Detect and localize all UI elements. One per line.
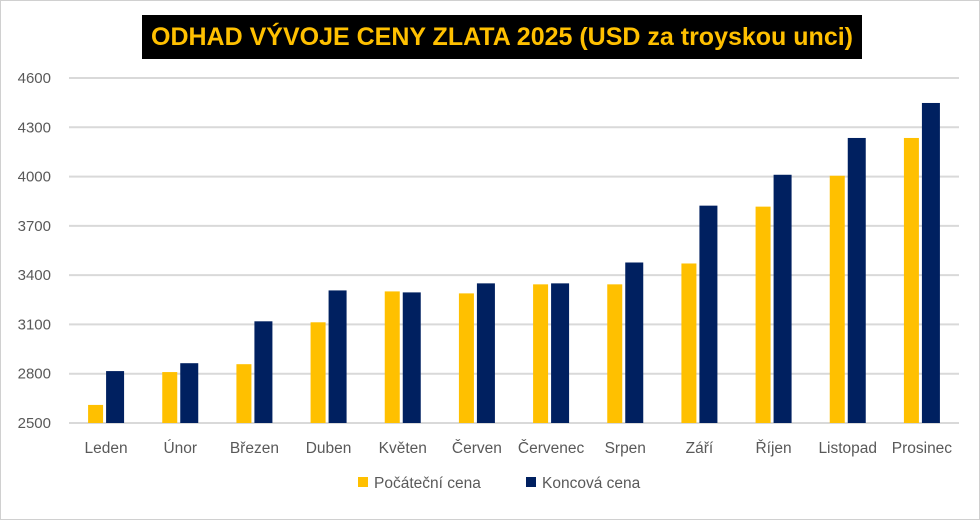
- x-tick-label: Březen: [230, 440, 279, 457]
- bar-end: [328, 290, 347, 423]
- x-tick-label: Září: [686, 440, 714, 457]
- bar-start: [384, 291, 400, 423]
- y-tick-label: 4000: [18, 169, 51, 186]
- y-tick-label: 2800: [18, 366, 51, 383]
- bar-end: [699, 205, 718, 423]
- chart-title: ODHAD VÝVOJE CENY ZLATA 2025 (USD za tro…: [142, 15, 862, 59]
- y-tick-label: 3400: [18, 267, 51, 284]
- bar-start: [310, 322, 326, 423]
- bar-end: [847, 137, 866, 423]
- bar-start: [88, 404, 104, 423]
- legend-swatch: [526, 477, 536, 487]
- x-tick-label: Listopad: [818, 440, 877, 457]
- bar-start: [755, 206, 771, 423]
- x-tick-label: Červenec: [518, 440, 585, 457]
- legend-label: Koncová cena: [542, 475, 641, 492]
- bar-start: [458, 293, 474, 423]
- bar-end: [476, 283, 495, 423]
- x-tick-label: Říjen: [755, 440, 791, 457]
- bar-end: [254, 321, 273, 423]
- legend-swatch: [358, 477, 368, 487]
- bar-end: [106, 371, 125, 423]
- bar-start: [533, 284, 549, 423]
- x-tick-label: Duben: [306, 440, 352, 457]
- y-tick-label: 3100: [18, 316, 51, 333]
- bar-end: [625, 262, 644, 423]
- bar-end: [551, 283, 570, 423]
- x-tick-label: Červen: [452, 440, 502, 457]
- bar-start: [162, 372, 178, 423]
- bar-end: [773, 174, 792, 423]
- x-tick-label: Únor: [163, 440, 197, 457]
- x-tick-label: Květen: [379, 440, 427, 457]
- y-tick-label: 4600: [18, 70, 51, 87]
- legend-label: Počáteční cena: [374, 475, 481, 492]
- y-tick-label: 4300: [18, 119, 51, 136]
- bar-end: [180, 363, 199, 423]
- bar-start: [903, 137, 919, 423]
- bar-start: [681, 263, 697, 423]
- x-tick-label: Srpen: [605, 440, 646, 457]
- x-tick-label: Prosinec: [892, 440, 953, 457]
- bar-start: [607, 284, 623, 423]
- y-tick-label: 3700: [18, 218, 51, 235]
- bar-start: [236, 364, 252, 423]
- bar-start: [829, 175, 845, 423]
- y-tick-label: 2500: [18, 415, 51, 432]
- bar-end: [402, 292, 421, 423]
- x-tick-label: Leden: [85, 440, 128, 457]
- bar-end: [921, 102, 940, 423]
